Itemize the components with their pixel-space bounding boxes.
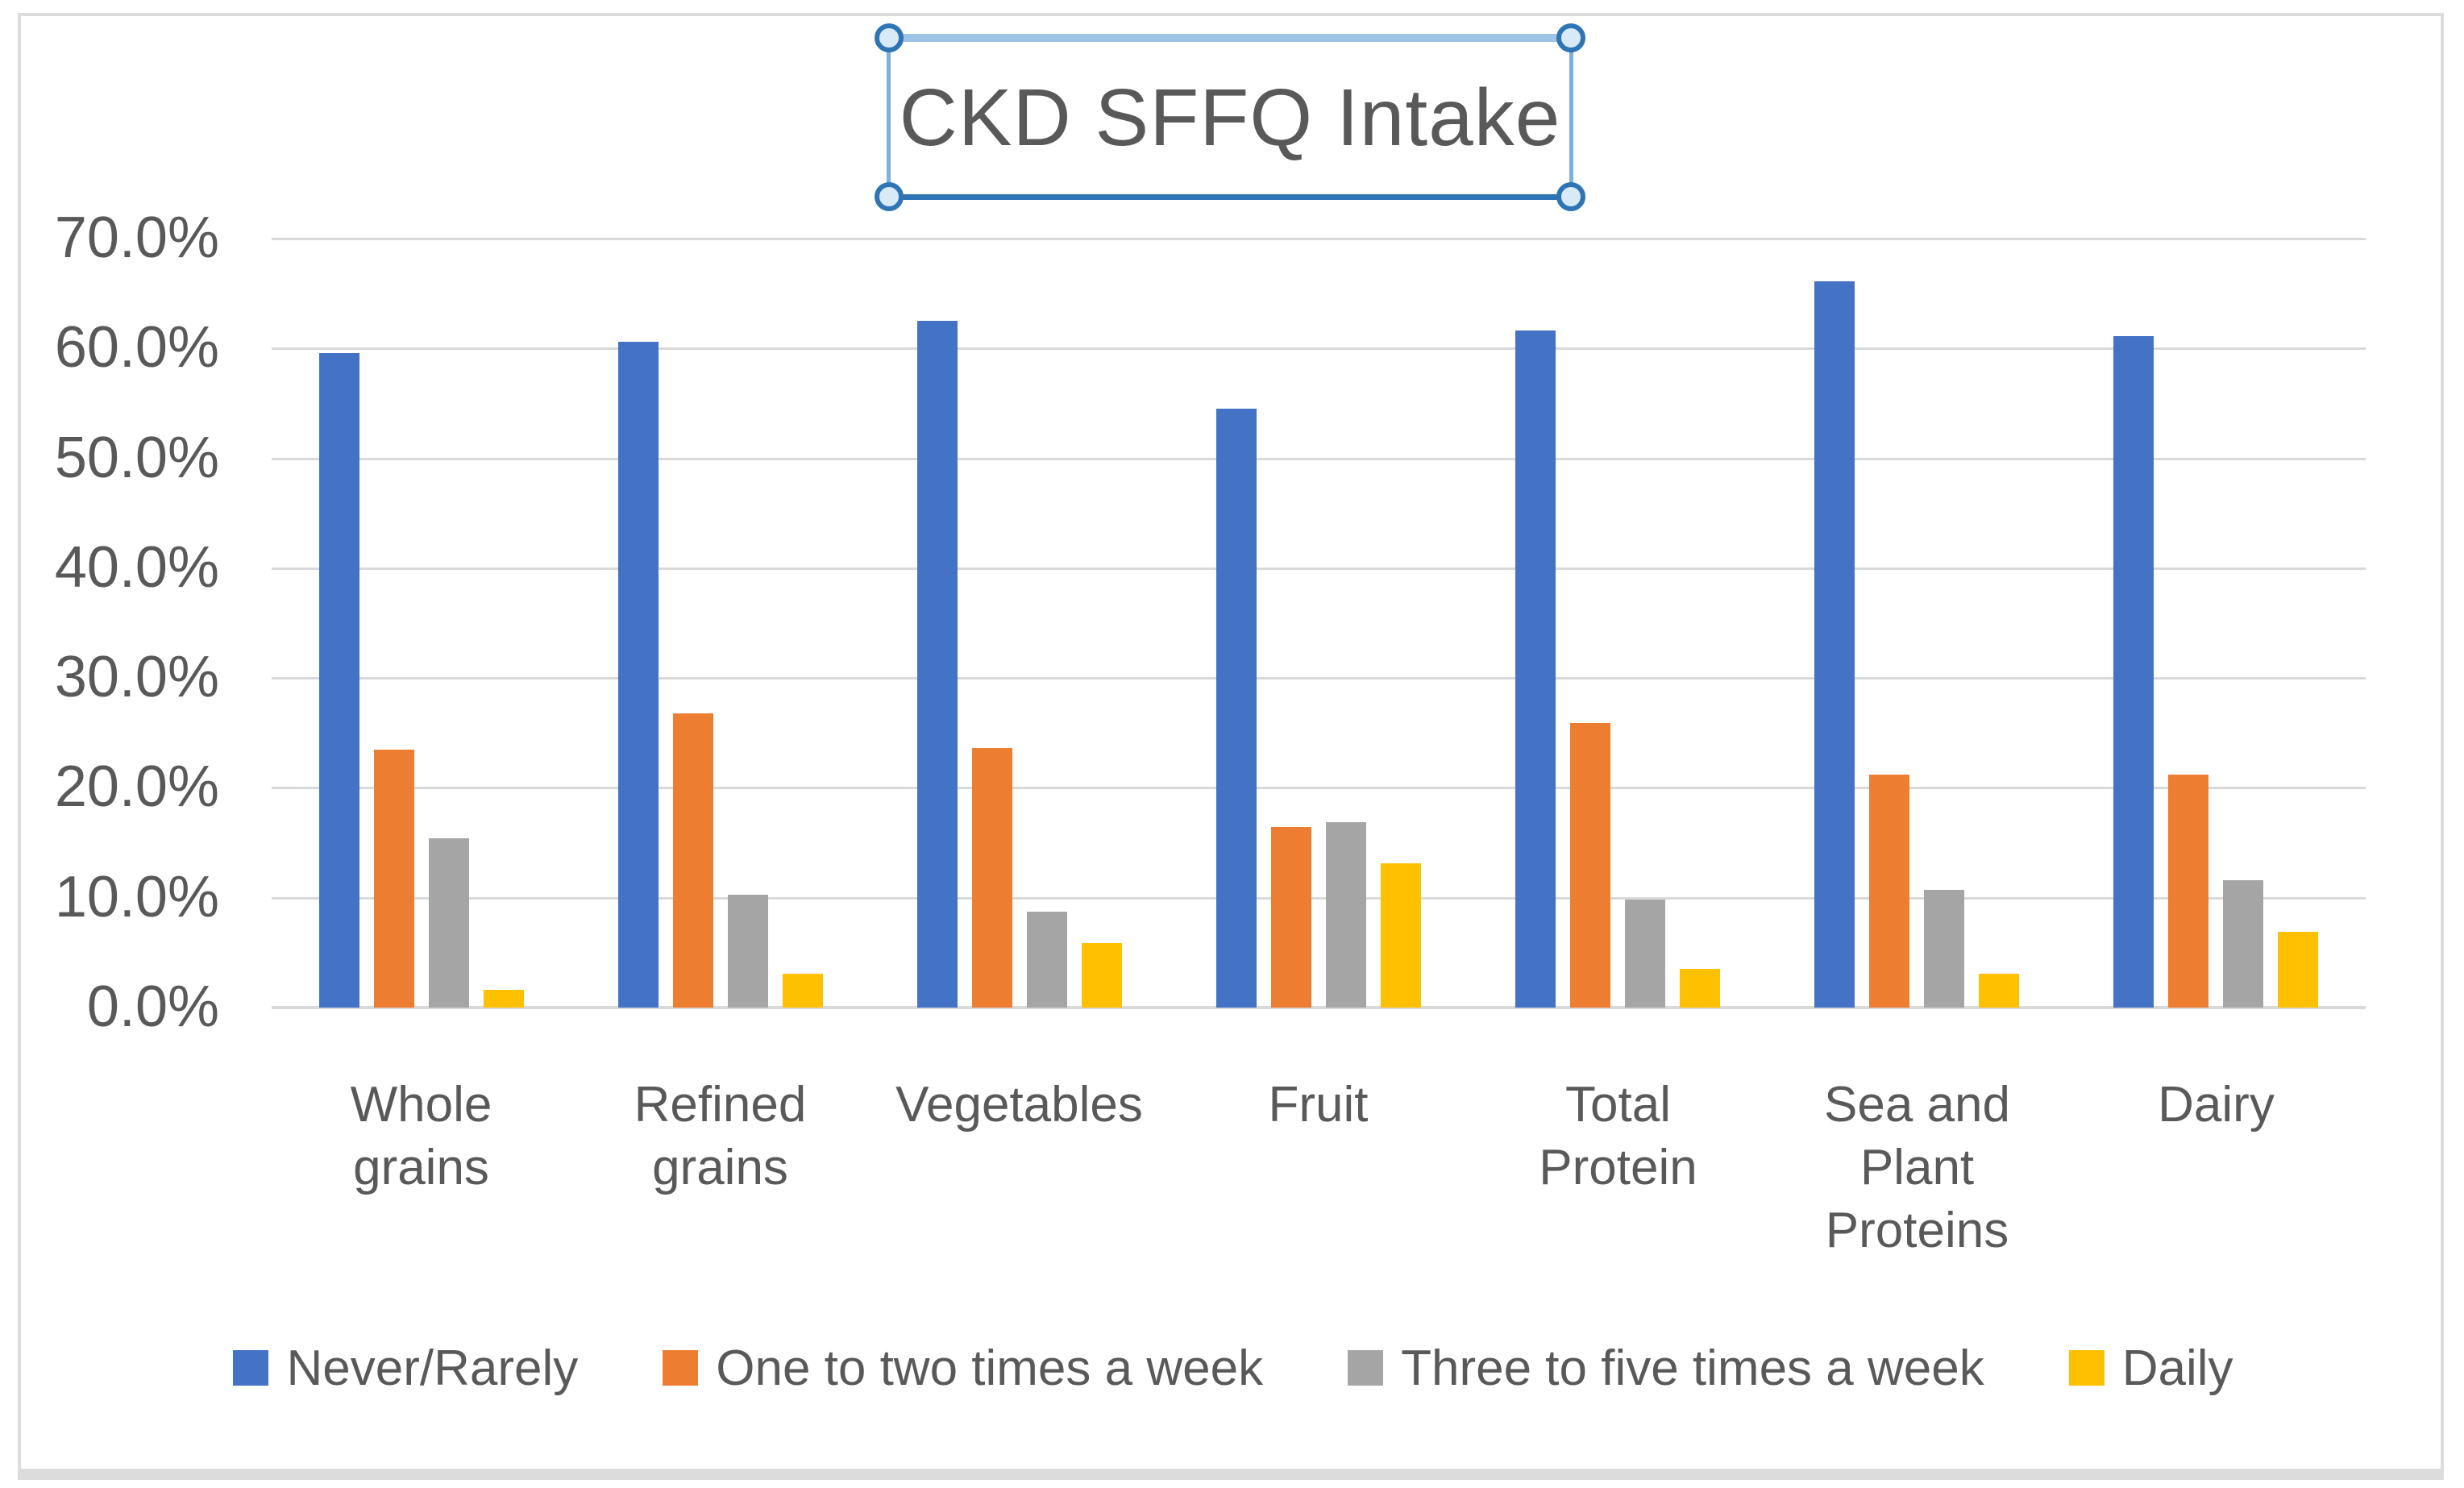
legend-swatch-icon	[663, 1350, 699, 1386]
bar[interactable]	[1625, 900, 1665, 1008]
y-axis-tick-label: 30.0%	[54, 645, 219, 709]
legend-swatch-icon	[233, 1350, 269, 1386]
bar[interactable]	[2278, 932, 2318, 1008]
bar[interactable]	[618, 342, 659, 1008]
bar[interactable]	[429, 838, 469, 1008]
category-label[interactable]: Fruit	[1169, 1074, 1468, 1137]
bar[interactable]	[1680, 969, 1720, 1008]
plot-area	[272, 238, 2366, 1009]
legend-label: Three to five times a week	[1401, 1340, 1984, 1396]
bar[interactable]	[374, 750, 414, 1008]
legend-swatch-icon	[1348, 1350, 1384, 1386]
y-axis-tick-label: 20.0%	[54, 754, 219, 819]
category-label-line: grains	[652, 1140, 788, 1195]
gridline	[272, 787, 2366, 789]
selection-handle-bottom-left[interactable]	[875, 182, 904, 211]
bar[interactable]	[1326, 822, 1366, 1008]
bar[interactable]	[1924, 890, 1964, 1008]
category-label-line: Refined	[634, 1077, 807, 1133]
legend-label: Never/Rarely	[286, 1340, 579, 1396]
bar[interactable]	[2223, 880, 2263, 1008]
legend-item[interactable]: One to two times a week	[663, 1340, 1263, 1397]
bar[interactable]	[917, 321, 958, 1008]
legend[interactable]: Never/Rarely One to two times a week Three…	[48, 1332, 2418, 1404]
y-axis-tick-label: 40.0%	[54, 535, 219, 600]
selection-handle-top-right[interactable]	[1556, 23, 1585, 52]
chart-title[interactable]: CKD SFFQ Intake	[899, 73, 1561, 163]
legend-item[interactable]: Never/Rarely	[233, 1340, 578, 1397]
bar[interactable]	[783, 974, 823, 1008]
bar[interactable]	[972, 748, 1012, 1008]
bar[interactable]	[1570, 723, 1610, 1008]
x-axis-line	[272, 1006, 2366, 1009]
bar[interactable]	[728, 895, 768, 1008]
bar[interactable]	[1814, 281, 1855, 1008]
bar[interactable]	[1271, 827, 1311, 1008]
gridline	[272, 347, 2366, 350]
y-axis-tick-label: 50.0%	[54, 426, 219, 490]
bar[interactable]	[1515, 330, 1556, 1008]
legend-label: One to two times a week	[716, 1340, 1264, 1396]
bar[interactable]	[1216, 409, 1257, 1008]
category-label-line: Proteins	[1825, 1203, 2009, 1258]
y-axis-tick-label: 0.0%	[86, 975, 219, 1039]
category-label-line: Protein	[1539, 1140, 1697, 1195]
y-axis-tick-label: 60.0%	[54, 315, 219, 380]
gridline	[272, 897, 2366, 900]
category-label-line: Whole	[350, 1077, 492, 1133]
category-label[interactable]: Sea and Plant Proteins	[1768, 1074, 2067, 1262]
y-axis-tick-label: 70.0%	[54, 206, 219, 270]
legend-item[interactable]: Three to five times a week	[1348, 1340, 1984, 1397]
legend-label: Daily	[2121, 1340, 2233, 1396]
category-label-line: Total	[1565, 1077, 1671, 1133]
bar[interactable]	[673, 713, 713, 1008]
gridline	[272, 677, 2366, 680]
bar[interactable]	[2168, 775, 2208, 1008]
bar[interactable]	[2113, 336, 2154, 1008]
category-label-line: Dairy	[2158, 1077, 2275, 1133]
bar[interactable]	[1979, 974, 2019, 1008]
bar[interactable]	[484, 990, 524, 1008]
category-label[interactable]: Total Protein	[1469, 1074, 1768, 1199]
gridline	[272, 458, 2366, 460]
category-label[interactable]: Refined grains	[571, 1074, 870, 1199]
gridline	[272, 238, 2366, 240]
selection-handle-bottom-right[interactable]	[1556, 182, 1585, 211]
bar[interactable]	[319, 353, 359, 1008]
chart-title-box[interactable]: CKD SFFQ Intake	[875, 23, 1585, 211]
legend-item[interactable]: Daily	[2068, 1340, 2233, 1397]
category-label-line: grains	[353, 1140, 489, 1195]
category-label-line: Fruit	[1268, 1077, 1369, 1133]
bar[interactable]	[1381, 863, 1421, 1008]
category-label-line: Plant	[1859, 1140, 1975, 1195]
bar[interactable]	[1869, 775, 1909, 1008]
selection-handle-top-left[interactable]	[875, 23, 904, 52]
y-axis-tick-label: 10.0%	[54, 865, 219, 929]
category-label-line: Vegetables	[895, 1077, 1143, 1133]
bar[interactable]	[1082, 943, 1122, 1008]
category-label[interactable]: Whole grains	[272, 1074, 571, 1199]
legend-swatch-icon	[2068, 1350, 2105, 1386]
gridline	[272, 567, 2366, 570]
category-label[interactable]: Dairy	[2067, 1074, 2366, 1137]
bar[interactable]	[1027, 912, 1067, 1008]
category-label-line: Sea and	[1824, 1077, 2010, 1133]
category-label[interactable]: Vegetables	[870, 1074, 1169, 1137]
